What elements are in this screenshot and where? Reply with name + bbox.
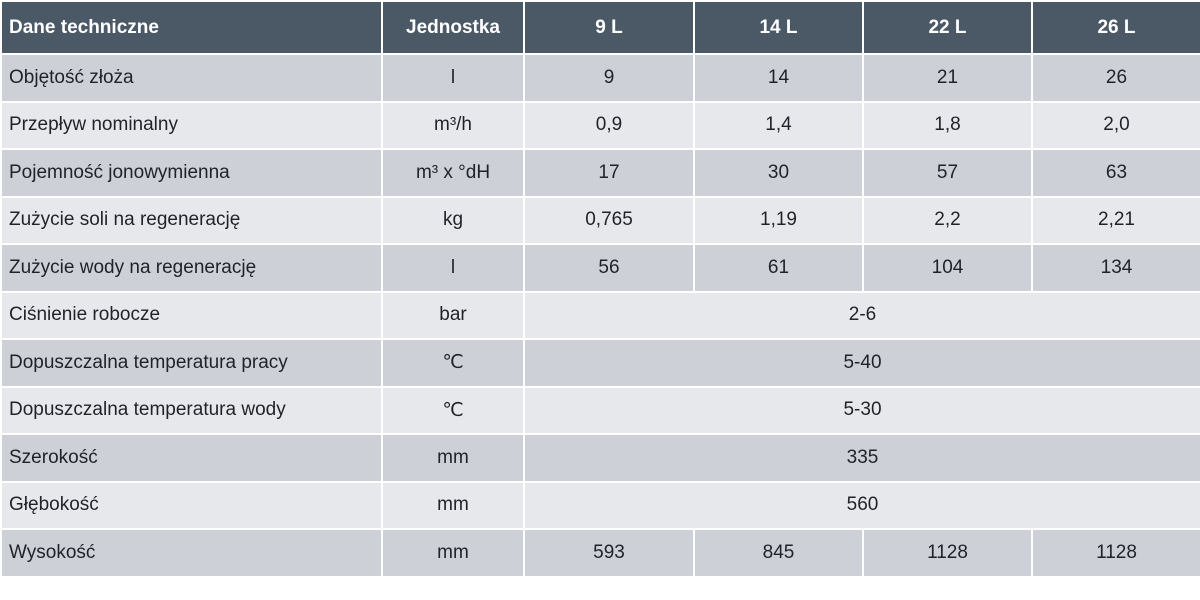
row-label: Pojemność jonowymienna bbox=[0, 148, 383, 198]
unit-cell: mm bbox=[381, 528, 525, 578]
table-row: Dopuszczalna temperatura wody ℃ 5-30 bbox=[0, 385, 1200, 435]
unit-cell: mm bbox=[381, 480, 525, 530]
value-cell: 845 bbox=[693, 528, 864, 578]
table-row: Ciśnienie robocze bar 2-6 bbox=[0, 290, 1200, 340]
value-cell: 1,8 bbox=[862, 100, 1033, 150]
value-cell: 1128 bbox=[862, 528, 1033, 578]
table-row: Dopuszczalna temperatura pracy ℃ 5-40 bbox=[0, 338, 1200, 388]
unit-cell: m³ x °dH bbox=[381, 148, 525, 198]
row-label: Wysokość bbox=[0, 528, 383, 578]
header-cell: 22 L bbox=[862, 0, 1033, 55]
value-cell: 2,21 bbox=[1031, 195, 1200, 245]
value-cell: 30 bbox=[693, 148, 864, 198]
table-row: Głębokość mm 560 bbox=[0, 480, 1200, 530]
header-cell: 9 L bbox=[523, 0, 695, 55]
table-row: Zużycie soli na regenerację kg 0,765 1,19 2,… bbox=[0, 195, 1200, 245]
value-cell: 1,19 bbox=[693, 195, 864, 245]
unit-cell: l bbox=[381, 243, 525, 293]
unit-cell: ℃ bbox=[381, 338, 525, 388]
row-label: Zużycie soli na regenerację bbox=[0, 195, 383, 245]
value-cell: 61 bbox=[693, 243, 864, 293]
value-cell: 57 bbox=[862, 148, 1033, 198]
header-cell: 14 L bbox=[693, 0, 864, 55]
value-cell: 2,0 bbox=[1031, 100, 1200, 150]
row-label: Szerokość bbox=[0, 433, 383, 483]
unit-cell: m³/h bbox=[381, 100, 525, 150]
header-cell: Jednostka bbox=[381, 0, 525, 55]
value-cell: 2-6 bbox=[523, 290, 1200, 340]
row-label: Dopuszczalna temperatura pracy bbox=[0, 338, 383, 388]
value-cell: 2,2 bbox=[862, 195, 1033, 245]
header-cell: Dane techniczne bbox=[0, 0, 383, 55]
table-body: Objętość złoża l 9 14 21 26 Przepływ nominalny… bbox=[0, 53, 1200, 578]
row-label: Głębokość bbox=[0, 480, 383, 530]
table-row: Zużycie wody na regenerację l 56 61 104 134 bbox=[0, 243, 1200, 293]
value-cell: 5-30 bbox=[523, 385, 1200, 435]
row-label: Ciśnienie robocze bbox=[0, 290, 383, 340]
value-cell: 335 bbox=[523, 433, 1200, 483]
table-row: Przepływ nominalny m³/h 0,9 1,4 1,8 2,0 bbox=[0, 100, 1200, 150]
value-cell: 134 bbox=[1031, 243, 1200, 293]
unit-cell: bar bbox=[381, 290, 525, 340]
unit-cell: l bbox=[381, 53, 525, 103]
table-row: Szerokość mm 335 bbox=[0, 433, 1200, 483]
value-cell: 1128 bbox=[1031, 528, 1200, 578]
header-row: Dane techniczne Jednostka 9 L 14 L 22 L 26 L bbox=[0, 0, 1200, 55]
unit-cell: kg bbox=[381, 195, 525, 245]
row-label: Przepływ nominalny bbox=[0, 100, 383, 150]
row-label: Dopuszczalna temperatura wody bbox=[0, 385, 383, 435]
value-cell: 104 bbox=[862, 243, 1033, 293]
row-label: Zużycie wody na regenerację bbox=[0, 243, 383, 293]
unit-cell: ℃ bbox=[381, 385, 525, 435]
table-row: Objętość złoża l 9 14 21 26 bbox=[0, 53, 1200, 103]
value-cell: 14 bbox=[693, 53, 864, 103]
table-row: Wysokość mm 593 845 1128 1128 bbox=[0, 528, 1200, 578]
value-cell: 593 bbox=[523, 528, 695, 578]
value-cell: 0,9 bbox=[523, 100, 695, 150]
unit-cell: mm bbox=[381, 433, 525, 483]
value-cell: 17 bbox=[523, 148, 695, 198]
value-cell: 5-40 bbox=[523, 338, 1200, 388]
value-cell: 56 bbox=[523, 243, 695, 293]
row-label: Objętość złoża bbox=[0, 53, 383, 103]
header-cell: 26 L bbox=[1031, 0, 1200, 55]
value-cell: 1,4 bbox=[693, 100, 864, 150]
value-cell: 0,765 bbox=[523, 195, 695, 245]
value-cell: 26 bbox=[1031, 53, 1200, 103]
table-row: Pojemność jonowymienna m³ x °dH 17 30 57 63 bbox=[0, 148, 1200, 198]
value-cell: 63 bbox=[1031, 148, 1200, 198]
value-cell: 560 bbox=[523, 480, 1200, 530]
value-cell: 21 bbox=[862, 53, 1033, 103]
spec-table: Dane techniczne Jednostka 9 L 14 L 22 L 26 L … bbox=[0, 0, 1200, 578]
value-cell: 9 bbox=[523, 53, 695, 103]
